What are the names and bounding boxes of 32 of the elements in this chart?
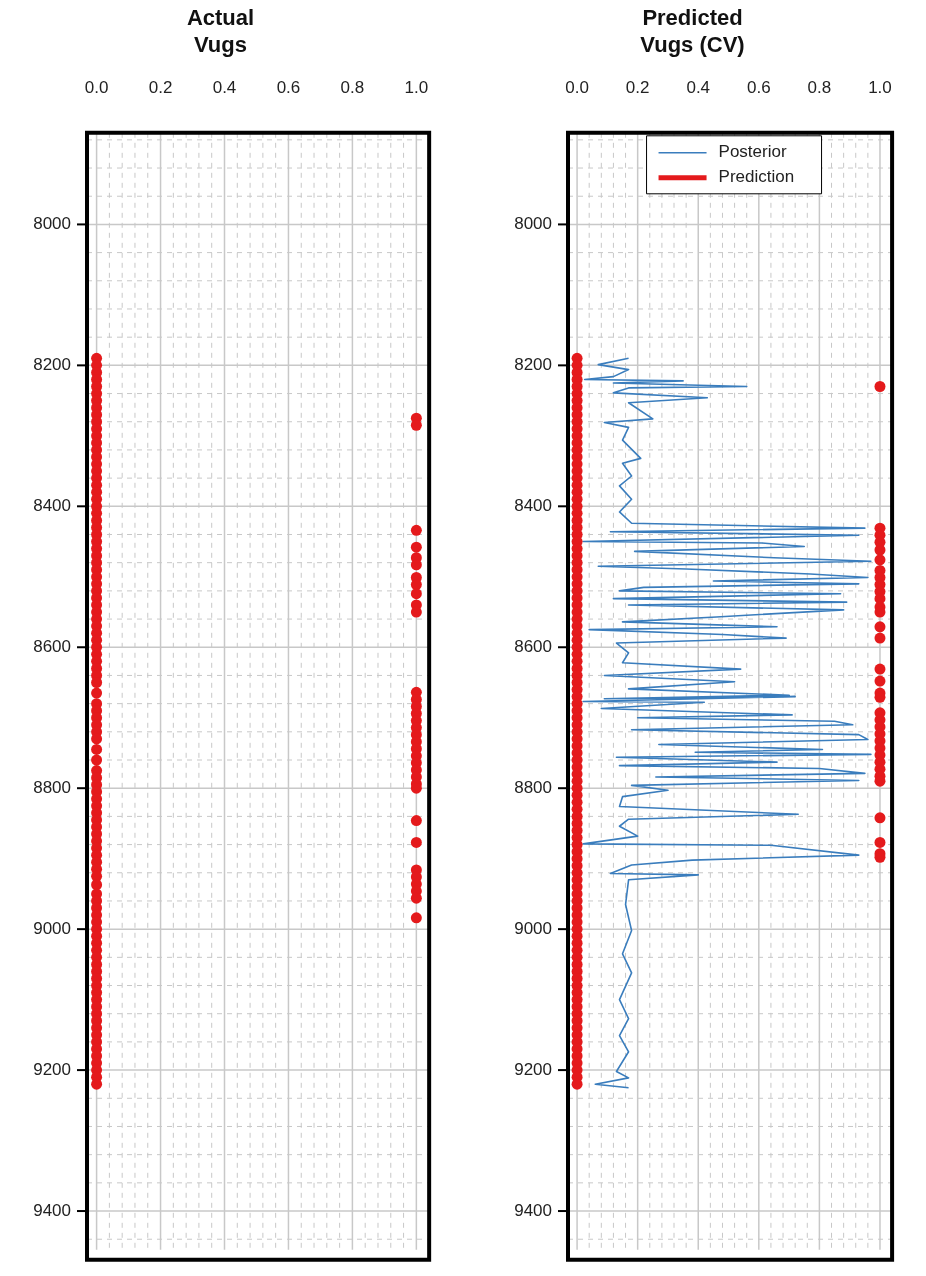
x-tick-label: 0.6 [747,78,771,98]
y-tick-label: 9200 [33,1059,71,1079]
x-tick-label: 0.2 [625,78,650,98]
y-tick-label: 8600 [33,636,71,656]
y-tick-label: 8800 [514,777,552,797]
y-tick-label: 8800 [33,777,71,797]
y-tick-label: 8600 [514,636,552,656]
x-tick-label: 0.2 [148,78,173,98]
y-tick-label: 8400 [33,496,71,515]
x-tick-label: 0.4 [686,78,711,98]
legend-label: Posterior [718,142,787,162]
x-tick-label: 0.8 [807,78,832,98]
y-tick-label: 9000 [514,918,552,938]
x-tick-label: 0.0 [84,78,109,98]
y-tick-label: 9400 [514,1200,552,1220]
x-tick-label: 0.8 [340,78,365,98]
y-tick-label: 8400 [514,496,552,515]
x-tick-label: 0.0 [565,78,589,98]
y-tick-label: 8200 [514,355,552,375]
x-tick-label: 0.4 [212,78,237,98]
x-tick-label: 1.0 [868,78,892,98]
y-tick-label: 9000 [33,918,71,938]
y-tick-label: 8200 [33,355,71,375]
y-tick-label: 8000 [514,214,552,234]
y-tick-label: 8000 [33,214,71,234]
y-tick-label: 9200 [514,1059,552,1079]
y-tick-label: 9400 [33,1200,71,1220]
legend-label: Prediction [718,167,795,187]
chart-title: Actual Vugs [186,5,255,57]
x-tick-label: 0.6 [276,78,301,98]
chart-title: Predicted Vugs (CV) [640,5,745,57]
x-tick-label: 1.0 [404,78,429,98]
